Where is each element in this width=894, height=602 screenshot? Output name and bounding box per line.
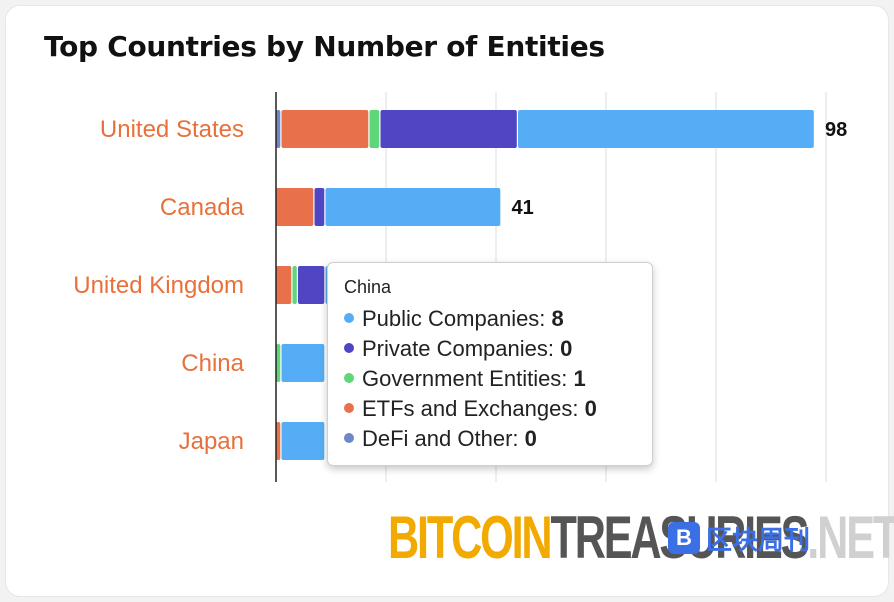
category-label: Canada [160, 194, 245, 221]
public-companies-dot-icon [344, 313, 354, 323]
bar-segment-government-entities [292, 266, 297, 304]
tooltip-row-private-companies: Private Companies: 0 [344, 334, 636, 364]
category-label: Japan [179, 428, 244, 455]
bar-segment-private-companies [298, 266, 325, 304]
bar-segment-private-companies [380, 110, 517, 148]
tooltip-row-label: ETFs and Exchanges: [362, 396, 585, 421]
bar-segment-public-companies [281, 422, 325, 460]
tooltip-row-defi-and-other: DeFi and Other: 0 [344, 424, 636, 454]
stamp-text: 区块周刊 [706, 525, 811, 556]
tooltip-row-label: Government Entities: [362, 366, 574, 391]
category-labels: United States Canada United Kingdom China Ja… [73, 116, 244, 455]
bar-segment-government-entities [369, 110, 380, 148]
category-label: United Kingdom [73, 272, 244, 299]
bar-segment-private-companies [314, 188, 325, 226]
tooltip-row-value: 1 [573, 366, 586, 391]
tooltip-title: China [344, 277, 392, 297]
tooltip-row-value: 0 [524, 426, 537, 451]
chart-title: Top Countries by Number of Entities [44, 30, 605, 63]
bar-segment-etfs-and-exchanges [276, 422, 281, 460]
tooltip-row-etfs-and-exchanges: ETFs and Exchanges: 0 [344, 394, 636, 424]
category-label: China [181, 350, 244, 377]
tooltip-row-value: 0 [584, 396, 597, 421]
tooltip-row-label: DeFi and Other: [362, 426, 525, 451]
government-entities-dot-icon [344, 373, 354, 383]
source-stamp: B 区块周刊 [668, 516, 810, 560]
bar-segment-public-companies [281, 344, 325, 382]
bar-segment-defi-and-other [276, 110, 281, 148]
bitcointreasuries-watermark: BITCOINTREASURIES.NET [388, 508, 894, 568]
bar-segment-etfs-and-exchanges [276, 266, 292, 304]
bar-segment-etfs-and-exchanges [281, 110, 369, 148]
defi-and-other-dot-icon [344, 433, 354, 443]
tooltip-row-government-entities: Government Entities: 1 [344, 364, 636, 394]
watermark-part-net: .NET [807, 504, 894, 571]
watermark-part-bitcoin: BITCOIN [388, 504, 553, 571]
etfs-and-exchanges-dot-icon [344, 403, 354, 413]
total-label: 41 [512, 197, 534, 219]
private-companies-dot-icon [344, 343, 354, 353]
chart-tooltip: China Public Companies: 8 Private Compan… [327, 262, 653, 466]
bar-segment-etfs-and-exchanges [276, 188, 314, 226]
bar-segment-public-companies [325, 188, 501, 226]
bar-segment-public-companies [518, 110, 814, 148]
bar-segment-government-entities [276, 344, 281, 382]
tooltip-row-value: 8 [551, 306, 564, 331]
category-label: United States [100, 116, 244, 143]
tooltip-row-value: 0 [560, 336, 573, 361]
stamp-logo-icon: B [668, 522, 700, 554]
total-label: 98 [825, 119, 847, 141]
tooltip-row-public-companies: Public Companies: 8 [344, 304, 636, 334]
tooltip-row-label: Private Companies: [362, 336, 561, 361]
tooltip-row-label: Public Companies: [362, 306, 552, 331]
